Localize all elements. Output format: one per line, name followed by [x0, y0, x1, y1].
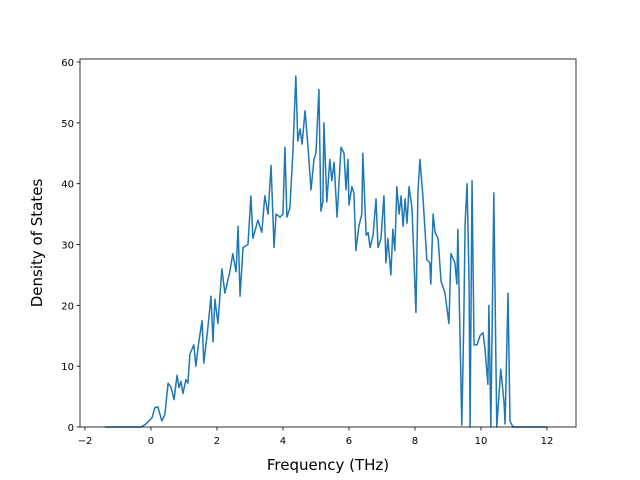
axes-frame	[79, 58, 577, 428]
line-series	[104, 75, 547, 428]
y-tick-label: 0	[68, 423, 74, 434]
x-tick-label: 4	[280, 436, 286, 447]
y-tick-label: 30	[61, 241, 74, 252]
y-tick-label: 50	[61, 119, 74, 130]
x-tick-label: 8	[412, 436, 418, 447]
y-tick-label: 10	[61, 362, 74, 373]
x-tick-label: 6	[346, 436, 352, 447]
y-tick-label: 20	[61, 301, 74, 312]
x-tick-label: 0	[148, 436, 154, 447]
x-tick-label: 2	[214, 436, 220, 447]
y-axis-label: Density of States	[28, 179, 46, 308]
x-tick-label: −2	[78, 436, 93, 447]
x-tick-label: 12	[541, 436, 554, 447]
y-tick-label: 60	[61, 58, 74, 69]
x-axis-label: Frequency (THz)	[267, 456, 389, 474]
plot-area	[104, 75, 547, 428]
y-tick-label: 40	[61, 180, 74, 191]
x-tick-label: 10	[475, 436, 488, 447]
